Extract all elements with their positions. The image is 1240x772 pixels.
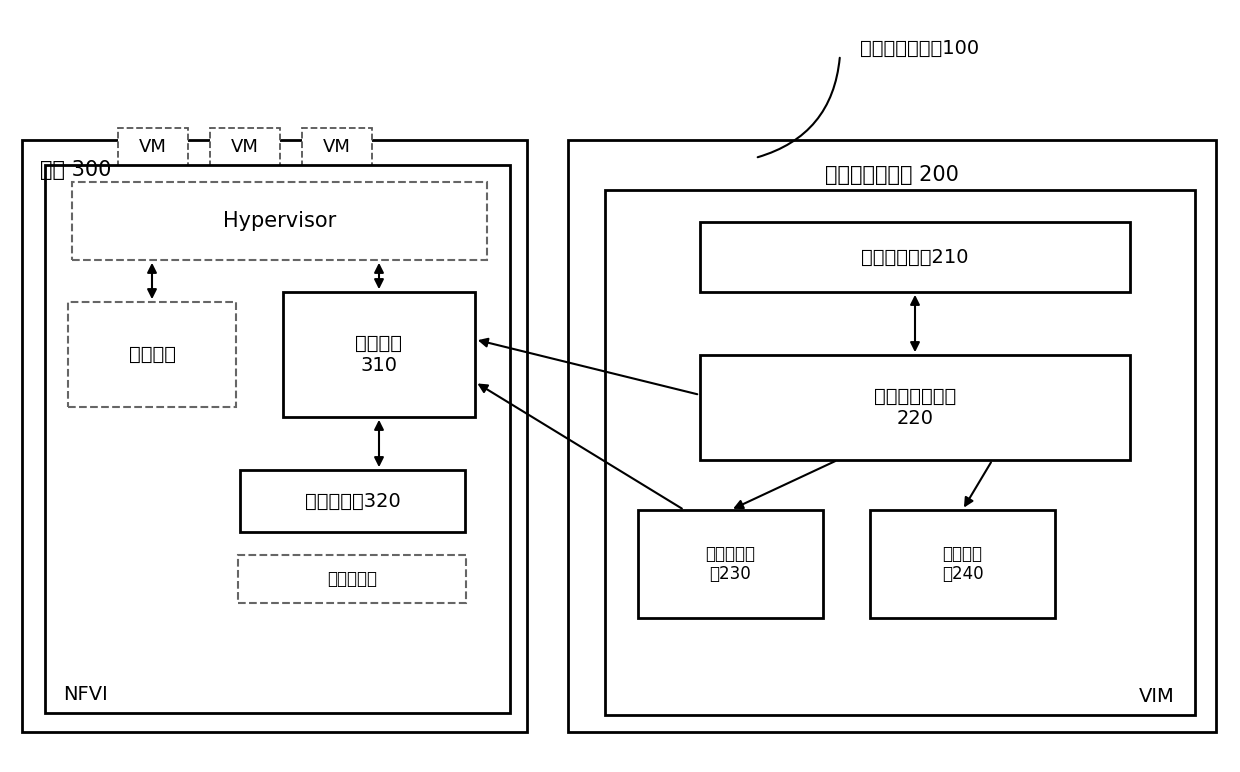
Text: 加速代理
310: 加速代理 310 (356, 334, 403, 375)
Text: 加速器加载系统100: 加速器加载系统100 (861, 39, 980, 57)
Text: NFVI: NFVI (63, 686, 108, 705)
Text: 加速器驱动320: 加速器驱动320 (305, 492, 401, 510)
Bar (118, 128, 188, 166)
Text: VM: VM (231, 138, 259, 156)
Bar (22, 140, 527, 732)
Text: VM: VM (324, 138, 351, 156)
Bar (241, 470, 465, 532)
Bar (870, 510, 1055, 618)
Bar (701, 355, 1130, 460)
Text: VM: VM (139, 138, 167, 156)
Bar (605, 190, 1195, 715)
Text: Hypervisor: Hypervisor (223, 211, 336, 231)
Text: 加速管理控制器
220: 加速管理控制器 220 (874, 387, 956, 428)
Bar (568, 140, 1216, 732)
Bar (283, 292, 475, 417)
Text: 计算代理: 计算代理 (129, 345, 176, 364)
Bar (210, 128, 280, 166)
Text: 加速器镜像
库230: 加速器镜像 库230 (706, 544, 755, 584)
Bar (639, 510, 823, 618)
Text: 加速器加载装置 200: 加速器加载装置 200 (825, 165, 959, 185)
Bar (45, 165, 510, 713)
Bar (701, 222, 1130, 292)
Bar (72, 182, 487, 260)
Text: 加速数据
库240: 加速数据 库240 (941, 544, 983, 584)
Text: VIM: VIM (1140, 688, 1176, 706)
Text: 主机 300: 主机 300 (40, 160, 112, 180)
Bar (238, 555, 466, 603)
Bar (68, 302, 236, 407)
Text: 通用加速器: 通用加速器 (327, 570, 377, 588)
Bar (303, 128, 372, 166)
Text: 计算管理功能210: 计算管理功能210 (862, 248, 968, 266)
